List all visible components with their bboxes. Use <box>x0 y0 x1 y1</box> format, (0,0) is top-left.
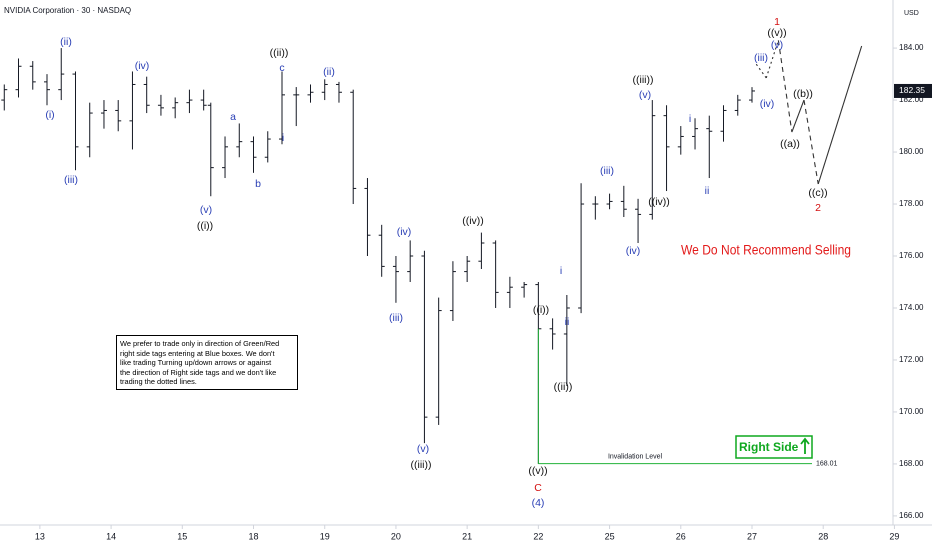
wave-label: (iv) <box>135 60 150 72</box>
projection-segment <box>777 40 793 133</box>
wave-label: b <box>255 178 261 190</box>
y-tick-label: 178.00 <box>899 199 924 208</box>
invalidation-label: Invalidation Level <box>608 454 663 461</box>
wave-label: (iii) <box>389 312 403 324</box>
wave-label: ((iv)) <box>462 215 484 227</box>
wave-label: ((a)) <box>780 138 800 150</box>
wave-label: i <box>689 113 691 125</box>
y-tick-label: 180.00 <box>899 147 924 156</box>
projection-segment <box>817 45 863 185</box>
x-tick-label: 19 <box>320 531 330 541</box>
price-bars <box>1 48 755 464</box>
wave-label: ((c)) <box>808 187 827 199</box>
wave-label: ((ii)) <box>554 381 573 393</box>
wave-label: a <box>230 111 236 123</box>
projection-segment <box>791 99 805 133</box>
wave-label: ii <box>705 185 710 197</box>
wave-label: (ii) <box>60 36 72 48</box>
x-tick-label: 14 <box>106 531 116 541</box>
y-tick-label: 166.00 <box>899 511 924 520</box>
wave-label: C <box>534 482 542 494</box>
x-tick-label: 22 <box>533 531 543 541</box>
note-line: trading the dotted lines. <box>120 377 197 387</box>
wave-label: (v) <box>417 443 429 455</box>
wave-label: (iii) <box>754 52 768 64</box>
wave-label: (iv) <box>397 226 412 238</box>
right-side-label: Right Side <box>739 440 799 454</box>
right-side-arrow <box>800 437 810 454</box>
wave-label: i <box>282 132 284 144</box>
wave-label: (iii) <box>600 165 614 177</box>
y-tick-label: 176.00 <box>899 251 924 260</box>
x-tick-label: 13 <box>35 531 45 541</box>
wave-label: (i) <box>45 109 54 121</box>
strategy-note: We prefer to trade only in direction of … <box>116 335 298 390</box>
chart-title: NVIDIA Corporation · 30 · NASDAQ <box>4 6 131 15</box>
y-tick-label: 182.00 <box>899 95 924 104</box>
wave-label: (iv) <box>760 98 775 110</box>
x-tick-label: 21 <box>462 531 472 541</box>
note-line: the direction of Right side tags and we … <box>120 367 277 377</box>
y-tick-label: 184.00 <box>899 43 924 52</box>
wave-label: ((ii)) <box>270 47 289 59</box>
note-line: right side tags entering at Blue boxes. … <box>120 348 275 358</box>
x-tick-label: 20 <box>391 531 401 541</box>
wave-label: ((iii)) <box>411 459 432 471</box>
wave-label: ((b)) <box>793 88 813 100</box>
wave-label: ii <box>565 316 570 328</box>
note-line: like trading Turning up/down arrows or a… <box>120 358 272 368</box>
wave-label: (iv) <box>626 245 641 257</box>
right-side-box <box>735 435 813 459</box>
x-tick-label: 29 <box>889 531 899 541</box>
wave-label: ((v)) <box>767 27 786 39</box>
wave-label: (iii) <box>64 174 78 186</box>
x-tick-label: 26 <box>676 531 686 541</box>
x-tick-label: 15 <box>177 531 187 541</box>
projection-segment <box>803 99 819 185</box>
x-tick-label: 27 <box>747 531 757 541</box>
wave-label: (ii) <box>323 66 335 78</box>
wave-label: 2 <box>815 202 821 214</box>
wave-label: i <box>560 265 562 277</box>
note-line: We prefer to trade only in direction of … <box>120 339 280 348</box>
y-tick-label: 174.00 <box>899 303 924 312</box>
currency: USD <box>904 10 919 17</box>
wave-label: ((iii)) <box>633 74 654 86</box>
x-tick-label: 18 <box>249 531 259 541</box>
last-price-box <box>894 83 932 98</box>
projection-segment <box>765 40 779 79</box>
wave-label: (v) <box>200 204 212 216</box>
wave-label: ((iv)) <box>648 196 670 208</box>
wave-label: ((v)) <box>528 465 547 477</box>
wave-label: (v) <box>639 89 651 101</box>
x-tick-label: 28 <box>818 531 828 541</box>
wave-label: 1 <box>774 16 780 28</box>
x-tick-label: 25 <box>605 531 615 541</box>
wave-label: (v) <box>771 39 783 51</box>
headline: We Do Not Recommend Selling <box>681 242 851 258</box>
invalidation-value: 168.01 <box>816 461 838 468</box>
wave-label: ((i)) <box>197 220 213 232</box>
y-tick-label: 168.00 <box>899 459 924 468</box>
wave-label: ((i)) <box>533 304 549 316</box>
last-price-label: 182.35 <box>899 85 925 95</box>
wave-label: (4) <box>532 497 545 509</box>
y-tick-label: 170.00 <box>899 407 924 416</box>
y-tick-label: 172.00 <box>899 355 924 364</box>
projection-segment <box>755 63 767 79</box>
wave-label: c <box>279 62 284 74</box>
